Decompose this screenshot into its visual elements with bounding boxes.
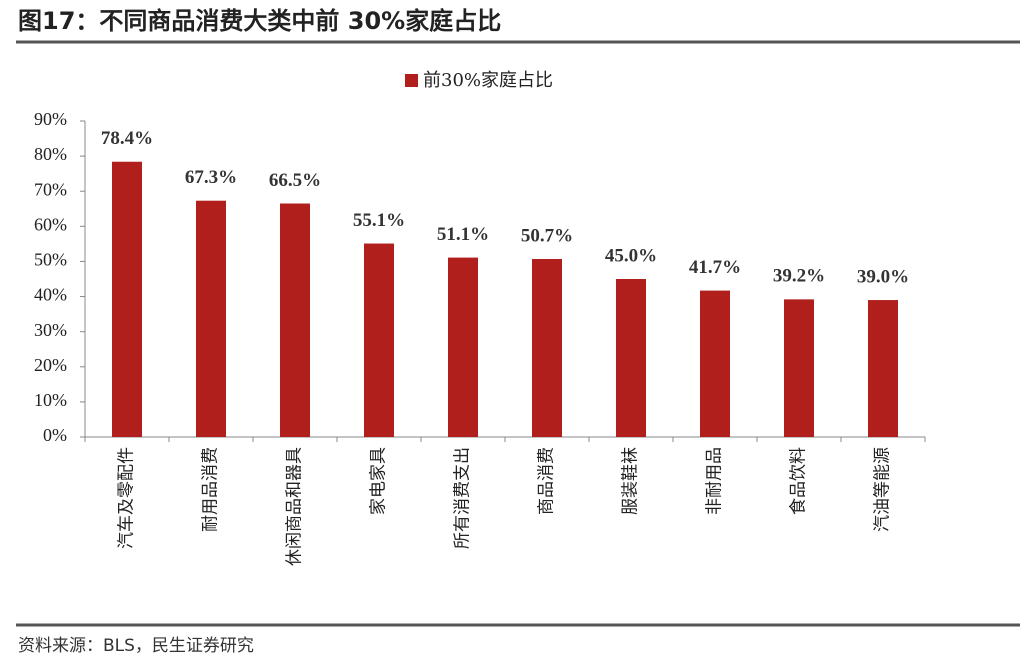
bar xyxy=(700,290,730,437)
y-tick-label: 20% xyxy=(34,355,67,375)
x-tick-label: 家电家具 xyxy=(369,447,389,515)
data-label: 67.3% xyxy=(185,167,237,188)
y-tick-label: 10% xyxy=(34,390,67,410)
x-tick-label: 商品消费 xyxy=(537,447,557,515)
bar xyxy=(448,257,478,437)
chart-title: 图17：不同商品消费大类中前 30%家庭占比 xyxy=(18,7,501,35)
y-tick-label: 80% xyxy=(34,144,67,164)
legend-swatch xyxy=(405,74,418,87)
data-label: 51.1% xyxy=(437,224,489,245)
bar xyxy=(784,299,814,437)
y-tick-label: 40% xyxy=(34,285,67,305)
bar xyxy=(112,161,142,437)
bar xyxy=(868,300,898,437)
data-label: 45.0% xyxy=(605,245,657,266)
x-tick-label: 食品饮料 xyxy=(789,447,809,515)
x-tick-label: 所有消费支出 xyxy=(453,447,473,549)
x-tick-label: 耐用品消费 xyxy=(201,447,221,532)
source-note: 资料来源：BLS，民生证券研究 xyxy=(18,636,254,656)
y-tick-label: 30% xyxy=(34,320,67,340)
legend-label: 前30%家庭占比 xyxy=(423,70,553,91)
data-label: 66.5% xyxy=(269,170,321,191)
x-tick-label: 非耐用品 xyxy=(705,447,725,515)
y-tick-label: 90% xyxy=(34,109,67,129)
y-tick-label: 0% xyxy=(43,425,67,445)
data-label: 41.7% xyxy=(689,257,741,278)
bar xyxy=(364,243,394,437)
data-label: 50.7% xyxy=(521,225,573,246)
x-tick-label: 汽车及零配件 xyxy=(117,447,137,549)
x-tick-label: 服装鞋袜 xyxy=(621,447,641,515)
data-label: 78.4% xyxy=(101,128,153,149)
data-label: 39.0% xyxy=(857,266,909,287)
y-tick-label: 70% xyxy=(34,179,67,199)
bar xyxy=(616,279,646,437)
bar xyxy=(532,258,562,437)
data-label: 39.2% xyxy=(773,266,825,287)
x-tick-label: 汽油等能源 xyxy=(873,447,893,532)
bar xyxy=(196,200,226,437)
y-tick-label: 60% xyxy=(34,214,67,234)
x-tick-label: 休闲商品和器具 xyxy=(285,447,305,566)
y-tick-label: 50% xyxy=(34,250,67,270)
data-label: 55.1% xyxy=(353,210,405,231)
bar xyxy=(280,203,310,437)
